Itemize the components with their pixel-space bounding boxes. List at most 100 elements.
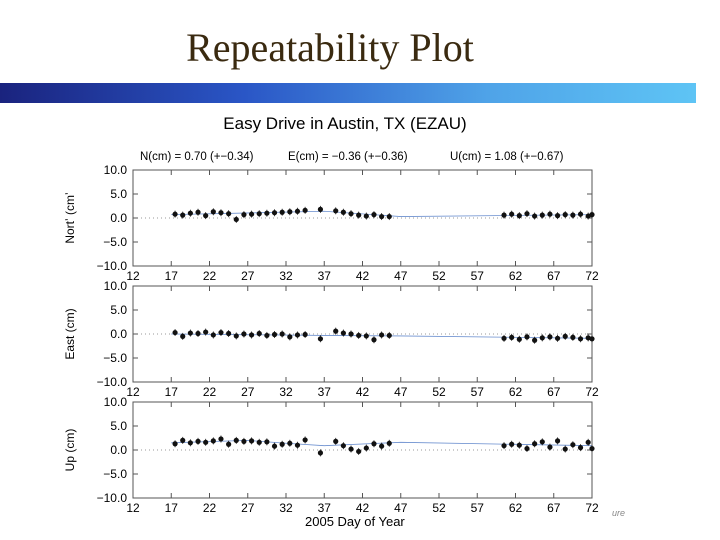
north-data-point: [516, 213, 522, 219]
east-data-point: [348, 331, 354, 337]
north-data-point: [539, 212, 545, 218]
north-data-point: [577, 211, 584, 217]
north-stat-label: N(cm) = 0.70 (+−0.34): [140, 151, 254, 163]
up-xtick-label: 32: [279, 501, 293, 515]
up-data-point: [210, 438, 216, 444]
east-data-point: [570, 334, 576, 340]
east-data-point: [271, 331, 278, 338]
north-data-point: [187, 210, 193, 216]
north-data-point: [241, 212, 247, 218]
east-ytick-label: 0.0: [110, 327, 127, 341]
north-data-point: [509, 211, 515, 217]
north-data-point: [226, 211, 232, 217]
east-xtick-label: 72: [585, 385, 599, 399]
east-data-point: [287, 334, 293, 340]
up-data-point: [371, 441, 377, 447]
east-data-point: [524, 334, 530, 340]
east-data-point: [210, 332, 216, 338]
north-data-point: [348, 211, 354, 217]
east-data-point: [180, 333, 186, 339]
north-data-point: [233, 216, 239, 223]
up-data-point: [317, 450, 324, 456]
up-data-point: [524, 445, 530, 452]
north-xtick-label: 72: [585, 269, 599, 283]
east-data-point: [333, 328, 339, 334]
north-xtick-label: 47: [394, 269, 408, 283]
up-data-point: [302, 437, 308, 443]
east-data-point: [509, 334, 515, 340]
up-data-point: [570, 442, 576, 448]
north-data-point: [554, 213, 561, 219]
north-ytick-label: 10.0: [104, 163, 128, 177]
north-data-point: [203, 213, 209, 219]
east-data-point: [203, 329, 209, 335]
east-data-point: [302, 331, 308, 338]
east-xtick-label: 37: [318, 385, 332, 399]
up-data-point: [287, 440, 293, 446]
slide-title: Repeatability Plot: [186, 25, 474, 70]
east-data-point: [248, 332, 255, 338]
east-ytick-label: 10.0: [104, 279, 128, 293]
north-data-point: [218, 210, 224, 216]
up-xtick-label: 47: [394, 501, 408, 515]
north-data-point: [524, 211, 530, 217]
north-data-point: [532, 213, 538, 219]
up-data-point: [218, 436, 224, 442]
up-ytick-label: 10.0: [104, 395, 128, 409]
title-gradient-bar: [0, 83, 696, 103]
east-data-point: [294, 332, 301, 338]
east-xtick-label: 32: [279, 385, 293, 399]
up-xtick-label: 57: [471, 501, 485, 515]
north-data-point: [279, 209, 285, 215]
up-data-point: [547, 444, 553, 450]
north-xtick-label: 12: [126, 269, 140, 283]
east-data-point: [279, 331, 285, 337]
up-data-point: [585, 439, 591, 445]
north-xtick-label: 37: [318, 269, 332, 283]
north-data-point: [589, 212, 595, 218]
east-data-point: [241, 331, 247, 337]
east-xtick-label: 42: [356, 385, 370, 399]
north-data-point: [363, 213, 369, 219]
east-data-point: [187, 330, 193, 336]
east-xtick-label: 22: [203, 385, 217, 399]
north-xtick-label: 57: [471, 269, 485, 283]
east-data-point: [547, 334, 553, 340]
east-xtick-label: 17: [165, 385, 179, 399]
up-data-point: [195, 438, 201, 444]
east-xtick-label: 52: [432, 385, 446, 399]
east-data-point: [554, 335, 561, 341]
up-xtick-label: 42: [356, 501, 370, 515]
east-xtick-label: 62: [509, 385, 523, 399]
east-xtick-label: 47: [394, 385, 408, 399]
up-data-point: [532, 441, 538, 447]
up-data-point: [562, 446, 568, 452]
north-data-point: [386, 213, 392, 220]
north-data-point: [547, 211, 553, 217]
up-xtick-label: 27: [241, 501, 255, 515]
up-data-point: [241, 438, 247, 444]
up-data-point: [501, 443, 507, 449]
east-ylabel: East (cm): [63, 308, 77, 359]
north-data-point: [371, 212, 377, 218]
east-data-point: [516, 336, 522, 342]
east-data-point: [256, 330, 262, 337]
up-data-point: [348, 446, 354, 452]
north-data-point: [356, 212, 362, 218]
north-data-point: [562, 212, 568, 218]
north-data-point: [264, 210, 270, 216]
east-data-point: [363, 333, 369, 339]
up-data-point: [340, 443, 346, 449]
north-data-point: [501, 212, 507, 218]
east-ytick-label: −5.0: [103, 351, 127, 365]
x-axis-label: 2005 Day of Year: [305, 514, 405, 529]
up-stat-label: U(cm) = 1.08 (+−0.67): [450, 151, 564, 163]
up-ytick-label: −5.0: [103, 467, 127, 481]
up-ytick-label: −10.0: [97, 491, 128, 505]
up-data-point: [264, 439, 270, 445]
north-data-point: [172, 211, 178, 217]
up-data-point: [256, 439, 262, 445]
east-data-point: [501, 335, 507, 341]
east-data-point: [233, 333, 239, 339]
north-ytick-label: 0.0: [110, 211, 127, 225]
